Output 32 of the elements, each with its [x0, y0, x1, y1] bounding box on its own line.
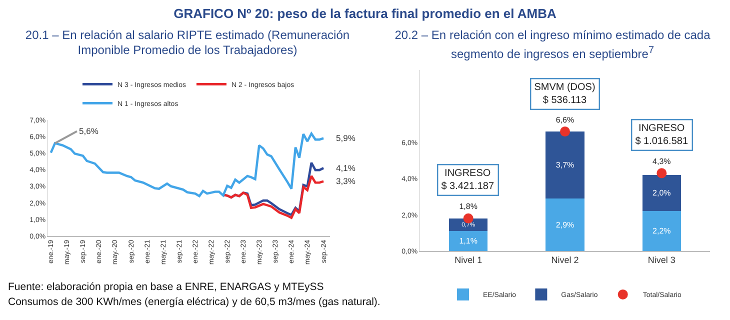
data-label: 2,0%	[652, 188, 671, 198]
annotation: INGRESO $ 3.421.187	[441, 168, 494, 192]
bar	[642, 211, 681, 251]
data-label: 2,2%	[652, 226, 671, 236]
data-label: 1,1%	[459, 236, 478, 246]
text: GRAFICO Nº 20: peso de la factura final promedio en el AMBA	[172, 6, 558, 21]
x-tick-label: Nivel 3	[648, 254, 676, 265]
annotation: 3,3%	[336, 176, 356, 186]
chart-subtitle: 20.2 – En relación con el ingreso mínimo estimado de cada segmento de ingresos en septiembre$^{7}$	[394, 28, 712, 62]
point	[463, 213, 474, 224]
bar	[546, 198, 584, 251]
data-label: 3,7%	[556, 160, 574, 170]
annotation: SMVM (DOS) $ 536.113	[534, 82, 596, 106]
bar	[642, 174, 681, 212]
annotation: 5,9%	[336, 133, 356, 143]
x-tick-label: Nivel 2	[551, 254, 579, 265]
x-tick-label: Nivel 1	[454, 254, 482, 265]
text: Consumos de 300 KWh/mes (energía eléctrica) y de 60,5 m3/mes (gas natural).	[8, 295, 380, 310]
annotation: 4,1%	[336, 163, 356, 173]
data-label: 6,6%	[556, 115, 574, 124]
bar	[546, 132, 584, 199]
chart-subtitle: 20.1 – En relación al salario RIPTE estimado (Remuneración Imponible Promedio de los Trabajadores)	[24, 28, 351, 58]
source-note: Fuente: elaboración propia en base a ENRE, ENARGAS y MTEySS	[8, 280, 325, 295]
bar	[449, 231, 488, 251]
data-label: 1,8%	[459, 202, 478, 212]
line-series	[222, 174, 325, 219]
point	[656, 168, 667, 178]
point	[560, 126, 570, 137]
annotation: 5,6%	[79, 126, 99, 136]
data-label: 2,9%	[556, 220, 574, 230]
annotation: INGRESO $ 1.016.581	[635, 123, 688, 148]
data-label: 4,3%	[652, 156, 671, 166]
